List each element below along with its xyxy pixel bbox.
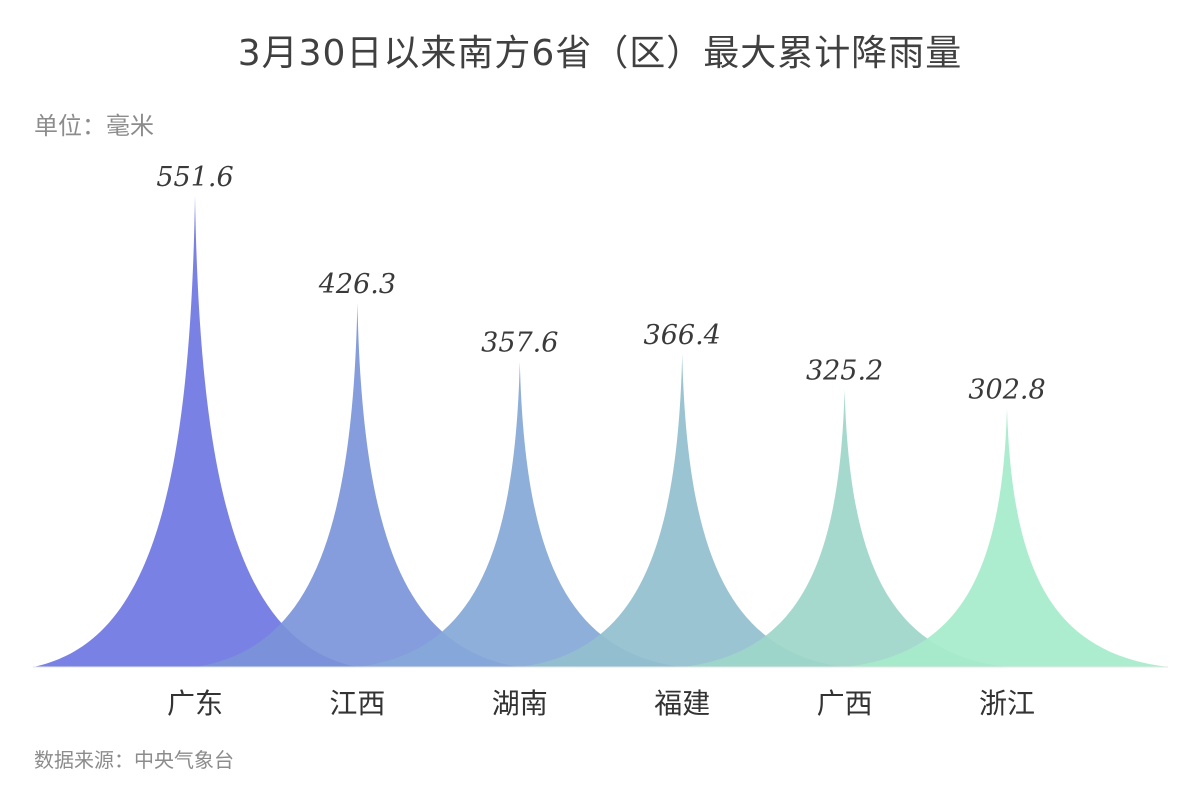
label-layer: 551.6 广东 426.3 江西 357.6 湖南 366.4 福建 325.2 广西 302.8… — [156, 162, 1045, 720]
value-label: 302.8 — [968, 374, 1045, 405]
spike-4 — [682, 389, 1007, 667]
data-source: 数据来源：中央气象台 — [34, 748, 234, 772]
value-label: 366.4 — [644, 320, 721, 351]
unit-label: 单位：毫米 — [34, 112, 154, 140]
spike-0 — [33, 196, 357, 667]
category-label: 广西 — [817, 687, 873, 720]
value-label: 325.2 — [806, 355, 883, 386]
value-label: 357.6 — [481, 328, 558, 359]
category-label: 浙江 — [979, 687, 1035, 720]
category-label: 广东 — [167, 687, 223, 720]
category-label: 福建 — [654, 687, 710, 720]
spike-series — [33, 196, 1169, 668]
spike-1 — [195, 302, 520, 667]
chart-title: 3月30日以来南方6省（区）最大累计降雨量 — [237, 33, 963, 74]
spike-5 — [845, 408, 1169, 667]
value-label: 551.6 — [156, 162, 233, 193]
spike-3 — [520, 354, 845, 667]
spike-2 — [357, 361, 682, 667]
category-label: 湖南 — [492, 687, 548, 720]
value-label: 426.3 — [318, 269, 396, 300]
category-label: 江西 — [329, 687, 385, 720]
